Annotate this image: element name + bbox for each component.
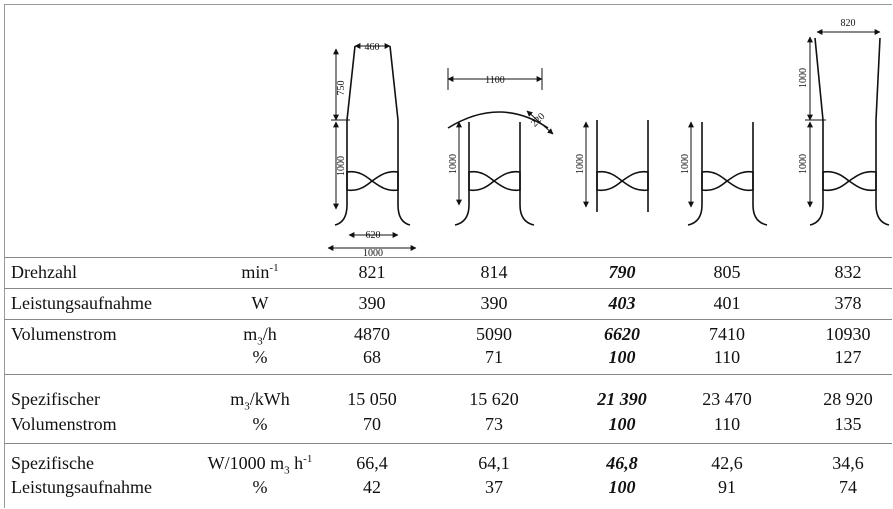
value-cell: 390: [480, 293, 508, 313]
unit-cell: min-1: [241, 262, 279, 282]
value-cell: 64,1: [478, 453, 510, 473]
value-cell-reference: 46,8: [606, 453, 638, 473]
unit-cell: %: [252, 477, 268, 497]
value-cell: 814: [480, 262, 508, 282]
table-frame: [4, 4, 892, 508]
unit-cell: m3/h: [243, 324, 277, 348]
value-cell-reference: 6620: [604, 324, 640, 344]
value-cell: 74: [839, 477, 857, 497]
dim-label: 1000: [575, 154, 586, 174]
dim-label: 1000: [336, 156, 347, 176]
row-divider: [4, 288, 892, 289]
value-cell: 15 620: [469, 389, 519, 409]
row-label: Leistungsaufnahme: [11, 477, 152, 497]
value-cell: 5090: [476, 324, 512, 344]
value-cell: 37: [485, 477, 503, 497]
value-cell-reference: 100: [608, 477, 636, 497]
value-cell: 832: [834, 262, 862, 282]
row-label: Leistungsaufnahme: [11, 293, 152, 313]
value-cell: 34,6: [832, 453, 864, 473]
value-cell: 805: [713, 262, 741, 282]
row-divider: [4, 319, 892, 320]
value-cell: 110: [713, 414, 741, 434]
value-cell-reference: 100: [608, 347, 636, 367]
unit-cell: W: [251, 293, 269, 313]
value-cell: 73: [485, 414, 503, 434]
value-cell: 378: [834, 293, 862, 313]
value-cell: 28 920: [823, 389, 873, 409]
value-cell: 110: [713, 347, 741, 367]
dim-label: 1000: [363, 248, 383, 258]
value-cell: 127: [834, 347, 862, 367]
fan-diagram-5: [809, 37, 890, 226]
fan-diagrams: 460 750 1000 620 1000 1100 220 1000 1000…: [327, 18, 890, 258]
row-divider: [4, 257, 892, 258]
unit-cell: m3/kWh: [230, 389, 290, 413]
unit-cell: %: [252, 347, 268, 367]
row-label: Volumenstrom: [11, 414, 117, 434]
value-cell: 15 050: [347, 389, 397, 409]
dim-label: 1100: [485, 75, 505, 86]
dim-label: 460: [365, 42, 380, 53]
dim-label: 1000: [798, 68, 809, 88]
dim-label: 620: [366, 230, 381, 241]
unit-cell: %: [252, 414, 268, 434]
row-label: Drehzahl: [11, 262, 77, 282]
value-cell: 70: [363, 414, 381, 434]
value-cell: 135: [834, 414, 862, 434]
value-cell: 42,6: [711, 453, 743, 473]
fan-diagram-4: [687, 122, 768, 226]
row-label: Volumenstrom: [11, 324, 117, 344]
dim-label: 820: [841, 18, 856, 29]
dim-label: 1000: [798, 154, 809, 174]
value-cell: 401: [713, 293, 741, 313]
value-cell-reference: 790: [608, 262, 636, 282]
dim-label: 1000: [448, 154, 459, 174]
value-cell: 4870: [354, 324, 390, 344]
value-cell: 10930: [825, 324, 871, 344]
value-cell: 68: [363, 347, 381, 367]
value-cell: 821: [358, 262, 386, 282]
value-cell: 23 470: [702, 389, 752, 409]
value-cell: 71: [485, 347, 503, 367]
dim-label: 1000: [680, 154, 691, 174]
value-cell-reference: 403: [608, 293, 636, 313]
fan-diagram-1: [334, 45, 411, 226]
value-cell: 91: [718, 477, 736, 497]
value-cell: 7410: [709, 324, 745, 344]
fan-diagram-3: [596, 120, 649, 212]
row-divider: [4, 443, 892, 444]
fan-diagram-2: [447, 111, 549, 226]
unit-cell: W/1000 m3 h-1: [207, 453, 313, 477]
value-cell: 66,4: [356, 453, 388, 473]
value-cell: 42: [363, 477, 381, 497]
dim-label: 750: [336, 81, 347, 96]
value-cell-reference: 100: [608, 414, 636, 434]
row-divider: [4, 374, 892, 375]
value-cell: 390: [358, 293, 386, 313]
row-label: Spezifischer: [11, 389, 100, 409]
row-label: Spezifische: [11, 453, 94, 473]
value-cell-reference: 21 390: [597, 389, 647, 409]
